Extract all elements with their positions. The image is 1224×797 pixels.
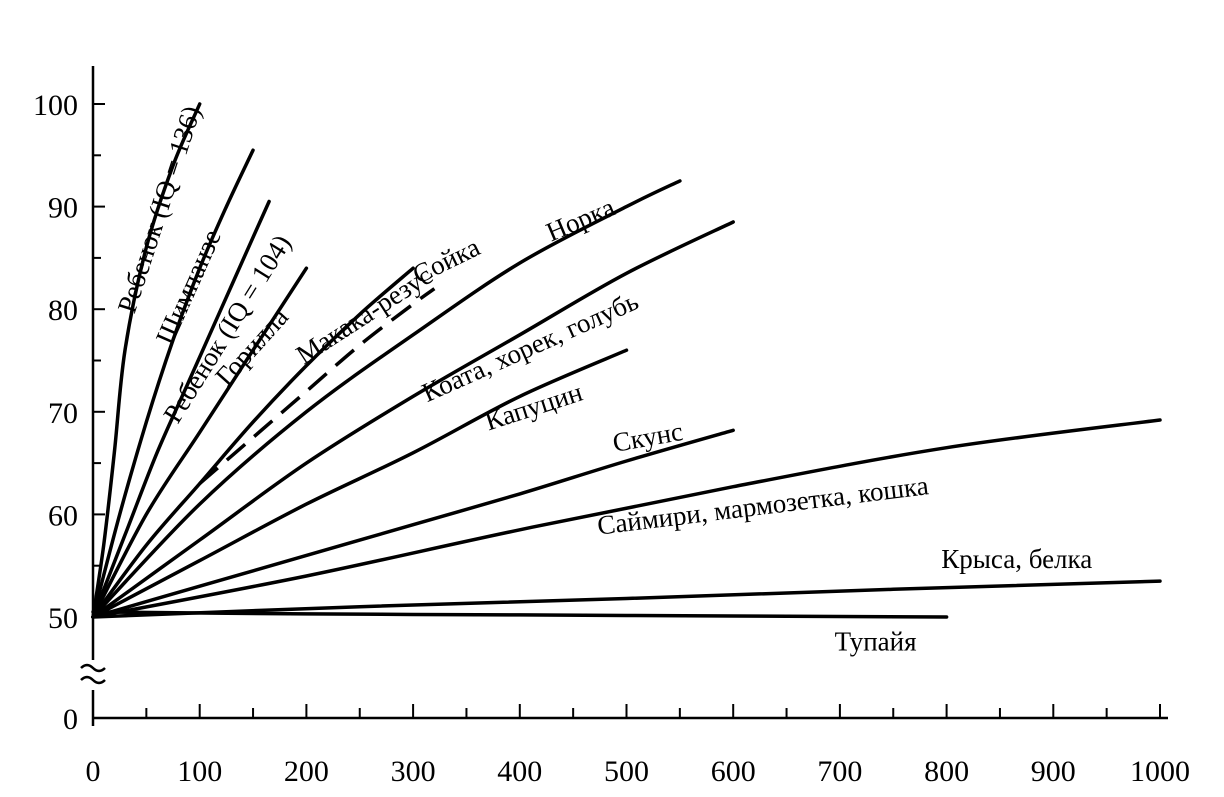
x-tick-label: 100 (177, 755, 222, 788)
series-line (91, 148, 255, 619)
series-label: Крыса, белка (941, 544, 1092, 574)
y-tick-label: 60 (48, 499, 78, 532)
series-line (91, 102, 202, 619)
x-tick-label: 700 (817, 755, 862, 788)
x-tick-label: 1000 (1130, 755, 1190, 788)
series-line (91, 266, 415, 619)
x-tick-label: 300 (391, 755, 436, 788)
series-line (91, 220, 735, 619)
x-tick-label: 400 (497, 755, 542, 788)
series-label: Сойка (408, 232, 485, 290)
axis-break-mark (80, 675, 106, 685)
y-tick-label: 50 (48, 602, 78, 635)
x-tick-label: 600 (711, 755, 756, 788)
axes: 0 100 200 300 400 500 600 700 800 900 1000 0 50 60 70 8… (33, 66, 1190, 788)
series-label: Капуцин (481, 377, 586, 437)
x-tick-label: 0 (86, 755, 101, 788)
series-line (91, 610, 949, 619)
series-lines (91, 102, 1162, 619)
series-line (91, 266, 309, 619)
y-tick-label: 90 (48, 192, 78, 225)
series-label: Норка (542, 192, 619, 247)
y-tick-label: 0 (63, 703, 78, 736)
x-tick-label: 500 (604, 755, 649, 788)
y-tick-label: 70 (48, 397, 78, 430)
x-tick-label: 800 (924, 755, 969, 788)
x-tick-label: 900 (1031, 755, 1076, 788)
series-line (91, 179, 682, 619)
series-line (91, 579, 1162, 619)
series-label: Тупайя (835, 626, 917, 656)
x-tick-label: 200 (284, 755, 329, 788)
series-line (91, 199, 271, 619)
y-tick-label: 80 (48, 294, 78, 327)
series-line (91, 348, 629, 619)
series-label: Скунс (610, 416, 685, 458)
axis-break-mark (80, 663, 106, 673)
series-line (91, 418, 1162, 619)
y-tick-label: 100 (33, 89, 78, 122)
series-label: Коата, хорек, голубь (417, 286, 642, 408)
series-line (91, 428, 735, 619)
